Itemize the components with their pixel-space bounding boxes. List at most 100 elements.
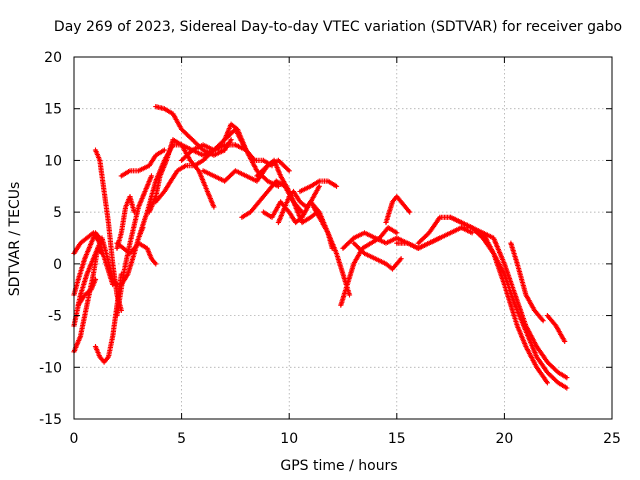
data-point [137, 169, 140, 172]
data-point [150, 174, 153, 178]
data-point [201, 169, 205, 172]
data-point [148, 164, 151, 167]
x-tick-label: 0 [70, 431, 79, 447]
data-point [277, 159, 280, 162]
data-point [201, 143, 205, 147]
data-point [352, 262, 355, 266]
data-point [201, 159, 205, 162]
series-track-14 [146, 137, 217, 215]
data-point [352, 236, 355, 240]
data-point [163, 190, 166, 193]
series-track-34 [480, 230, 570, 381]
series-track-7 [92, 147, 124, 313]
data-point [98, 241, 102, 245]
series-markers [448, 214, 550, 386]
data-point [262, 159, 265, 162]
data-point [492, 236, 495, 240]
data-point [206, 190, 209, 193]
data-point [184, 164, 188, 167]
data-point [96, 247, 99, 250]
data-point [309, 200, 312, 203]
data-point [180, 143, 183, 147]
data-point [363, 252, 366, 255]
data-point [212, 174, 216, 178]
data-point [90, 241, 93, 245]
data-point [546, 371, 549, 374]
data-point [163, 148, 166, 152]
data-point [557, 371, 560, 374]
data-point [288, 190, 291, 193]
data-point [395, 231, 398, 235]
data-point [391, 267, 394, 271]
series-track-20 [239, 178, 305, 220]
data-point [266, 164, 269, 167]
data-point [272, 159, 276, 162]
data-point [288, 210, 291, 214]
data-point [294, 205, 297, 209]
data-point [85, 236, 89, 240]
data-point [77, 304, 80, 307]
series-track-9 [114, 194, 137, 251]
data-point [279, 174, 282, 178]
data-point [460, 221, 463, 224]
data-point [111, 262, 114, 266]
data-point [348, 293, 351, 297]
series-track-29 [383, 194, 413, 226]
data-point [244, 174, 248, 178]
data-point [229, 123, 233, 126]
data-point [83, 293, 86, 297]
data-point [197, 169, 201, 172]
x-tick-label: 10 [280, 431, 298, 447]
data-point [557, 381, 560, 384]
data-point [105, 262, 108, 266]
data-point [341, 273, 345, 276]
data-point [546, 314, 549, 317]
data-point [384, 241, 388, 245]
y-tick-label: 20 [44, 50, 62, 66]
data-point [408, 210, 411, 214]
data-point [503, 262, 506, 266]
data-point [565, 376, 569, 379]
data-point [115, 293, 119, 297]
data-point [165, 159, 168, 162]
data-point [171, 138, 175, 141]
data-point [98, 236, 102, 240]
data-point [189, 159, 192, 162]
data-point [128, 169, 132, 172]
data-point [92, 257, 95, 260]
data-point [94, 278, 97, 281]
data-point [154, 179, 157, 183]
data-point [240, 216, 244, 219]
grid-lines [74, 57, 612, 419]
data-point [300, 221, 304, 224]
data-point [277, 221, 280, 224]
data-point [229, 138, 233, 141]
data-point [92, 273, 95, 276]
data-point [481, 236, 485, 240]
y-tick-label: 10 [44, 153, 62, 169]
data-point [386, 226, 390, 229]
data-point [83, 257, 86, 260]
data-point [94, 345, 97, 348]
data-point [346, 283, 349, 286]
data-point [154, 262, 157, 266]
data-point [341, 247, 345, 250]
data-point [171, 112, 175, 116]
data-point [541, 319, 545, 322]
data-point [546, 360, 549, 364]
data-point [244, 148, 248, 152]
data-point [270, 216, 274, 219]
data-point [223, 143, 226, 147]
data-point [427, 241, 431, 245]
data-point [145, 247, 149, 250]
x-tick-label: 15 [388, 431, 406, 447]
data-point [503, 283, 506, 286]
data-point [150, 257, 153, 260]
data-point [94, 148, 97, 152]
data-point [524, 324, 528, 328]
data-point [126, 273, 129, 276]
data-point [249, 210, 252, 214]
data-point [115, 314, 119, 317]
series-track-21 [254, 157, 327, 226]
data-point [427, 231, 431, 235]
